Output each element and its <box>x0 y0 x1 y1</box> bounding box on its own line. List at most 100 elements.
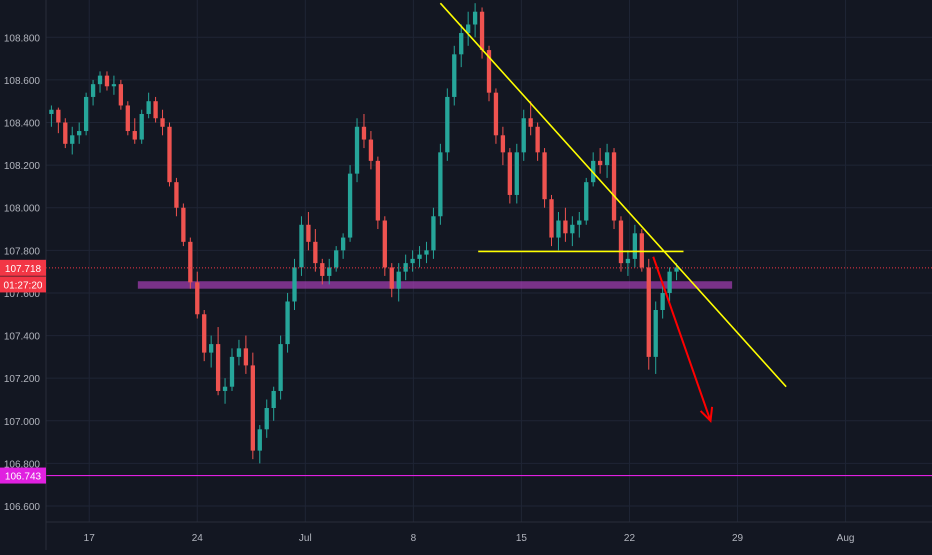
candle-body <box>493 92 499 136</box>
y-tick-label: 108.800 <box>4 33 41 44</box>
candle-body <box>431 216 436 251</box>
candle-body <box>132 131 137 140</box>
y-tick-label: 107.600 <box>4 289 41 300</box>
candle-body <box>472 11 478 25</box>
price-badges: 107.718 01:27:20 106.743 <box>0 259 46 484</box>
candle-body <box>111 84 117 87</box>
candle-body <box>125 105 130 132</box>
candle-body <box>542 152 547 200</box>
candle-body <box>625 258 631 264</box>
axes: 106.600 106.800 107.000 107.200 107.400 107.6… <box>4 0 932 550</box>
trendline <box>439 2 787 388</box>
candle-body <box>535 126 540 153</box>
drawings <box>46 2 932 477</box>
candle-body <box>375 160 381 221</box>
candle-body <box>188 241 193 283</box>
candle-body <box>118 84 124 106</box>
candle-body <box>292 267 297 302</box>
projection-arrow-shaft <box>652 256 712 422</box>
candle-body <box>77 131 82 136</box>
candle-body <box>389 267 394 289</box>
candle-body <box>167 126 172 183</box>
candle-body <box>424 250 429 255</box>
y-tick-label: 107.200 <box>4 374 41 385</box>
candle-body <box>556 220 561 238</box>
candle-body <box>604 152 610 166</box>
x-tick-label: Aug <box>837 533 855 544</box>
x-tick-label: 8 <box>411 533 417 544</box>
x-tick-label: 24 <box>192 533 204 544</box>
candle-body <box>521 118 526 153</box>
candle-body <box>243 348 249 366</box>
y-tick-label: 108.200 <box>4 161 41 172</box>
candle-body <box>597 160 603 166</box>
candle-body <box>313 241 318 264</box>
candle-body <box>570 224 575 234</box>
price-badge <box>0 467 46 484</box>
candle-body <box>368 139 374 161</box>
x-tick-label: Jul <box>299 533 312 544</box>
y-tick-label: 107.000 <box>4 417 41 428</box>
candle-body <box>229 356 235 387</box>
candle-body <box>271 390 276 409</box>
candle-body <box>584 182 589 221</box>
candle-body <box>403 263 408 272</box>
candle-body <box>382 220 387 268</box>
candle-body <box>452 54 457 97</box>
candle-body <box>195 282 200 315</box>
candle-body <box>653 310 658 357</box>
candle-body <box>83 96 89 132</box>
price-badge <box>0 276 46 293</box>
candle-body <box>438 152 443 217</box>
candle-body <box>181 207 186 242</box>
candle-body <box>396 271 401 289</box>
candle-body <box>278 344 283 391</box>
x-tick-label: 17 <box>84 533 96 544</box>
candle-body <box>49 109 54 114</box>
candle-body <box>222 386 228 391</box>
candle-body <box>361 126 367 140</box>
candle-body <box>445 96 450 153</box>
candle-body <box>97 75 103 85</box>
candle-body <box>577 220 582 225</box>
candle-body <box>215 344 221 391</box>
candle-body <box>660 292 665 311</box>
candle-body <box>63 122 68 144</box>
candle-body <box>264 408 269 430</box>
y-tick-label: 107.400 <box>4 332 41 343</box>
candle-body <box>639 233 644 268</box>
support-zone <box>137 281 733 289</box>
candle-body <box>153 101 158 119</box>
candle-body <box>674 267 679 272</box>
x-tick-label: 29 <box>732 533 744 544</box>
candle-body <box>202 314 207 353</box>
candle-body <box>611 152 617 221</box>
candle-body <box>410 258 415 264</box>
candle-body <box>507 152 512 195</box>
candle-body <box>528 118 533 127</box>
candle-body <box>340 237 346 251</box>
y-tick-label: 106.600 <box>4 502 41 513</box>
candle-body <box>618 220 624 264</box>
candle-body <box>320 263 325 276</box>
y-tick-label: 108.600 <box>4 76 41 87</box>
candles <box>49 3 679 464</box>
candle-body <box>90 84 96 97</box>
candle-body <box>285 301 290 345</box>
candle-body <box>209 344 214 353</box>
projection-arrow-head <box>699 406 714 423</box>
candle-body <box>466 24 471 34</box>
candle-body <box>160 118 165 127</box>
candle-body <box>632 233 638 259</box>
candle-body <box>104 75 110 87</box>
candle-body <box>146 101 151 114</box>
candle-body <box>667 271 672 293</box>
y-tick-label: 107.800 <box>4 246 41 257</box>
candle-body <box>257 429 262 451</box>
candle-body <box>459 33 464 55</box>
price-badge-label: 01:27:20 <box>4 280 43 291</box>
price-badge-label: 107.718 <box>5 264 42 275</box>
candle-body <box>236 348 242 357</box>
